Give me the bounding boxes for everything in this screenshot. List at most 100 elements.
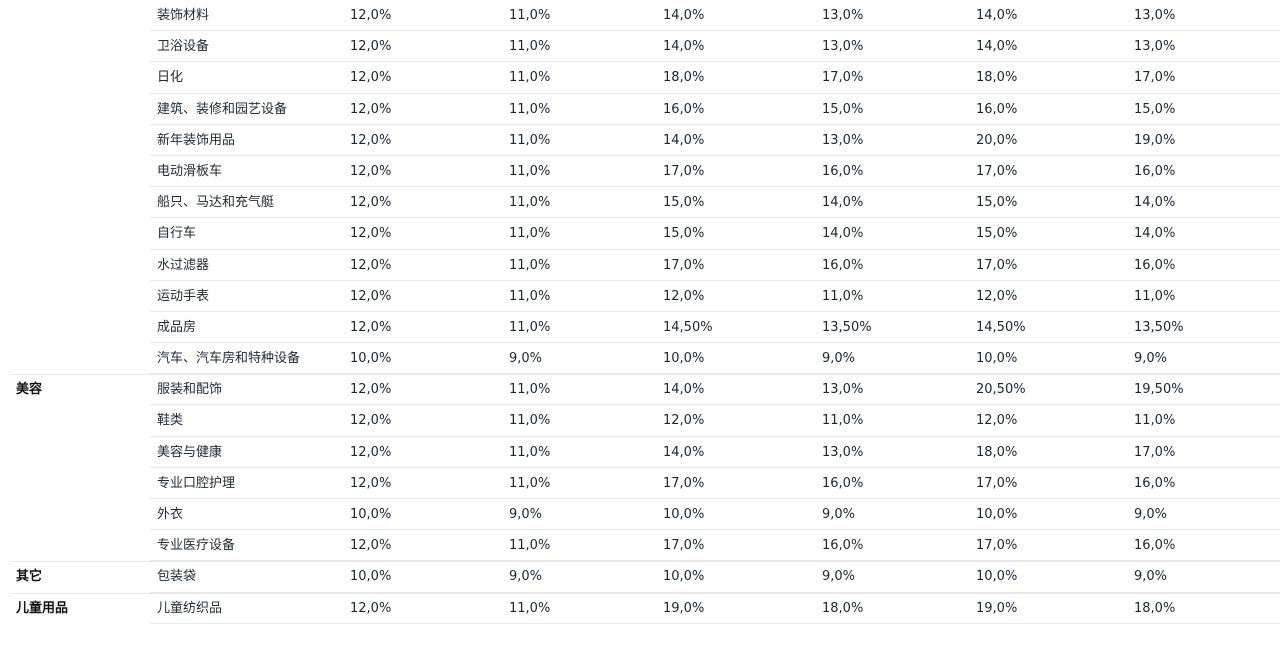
rate-cell: 13,0%	[1134, 39, 1176, 55]
row-divider	[150, 248, 1280, 250]
rate-cell: 12,0%	[663, 413, 705, 429]
rate-cell: 17,0%	[663, 475, 705, 491]
rate-cell: 9,0%	[509, 351, 543, 367]
product-name-cell: 儿童纺织品	[157, 600, 223, 616]
rate-cell: 10,0%	[976, 351, 1018, 367]
product-name-cell: 包装袋	[157, 569, 197, 585]
rate-cell: 17,0%	[976, 538, 1018, 554]
rate-cell: 18,0%	[976, 70, 1018, 86]
rate-cell: 19,50%	[1134, 382, 1184, 398]
rate-cell: 10,0%	[976, 569, 1018, 585]
rate-cell: 18,0%	[663, 70, 705, 86]
rate-cell: 14,0%	[663, 444, 705, 460]
rate-cell: 14,0%	[1134, 195, 1176, 211]
rate-cell: 12,0%	[976, 288, 1018, 304]
rate-cell: 16,0%	[1134, 163, 1176, 179]
rate-cell: 17,0%	[663, 163, 705, 179]
product-name-cell: 专业口腔护理	[157, 475, 236, 491]
row-divider	[150, 622, 1280, 624]
rate-cell: 14,0%	[663, 39, 705, 55]
rate-cell: 12,0%	[350, 538, 392, 554]
row-divider	[150, 154, 1280, 156]
product-name-cell: 卫浴设备	[157, 39, 210, 55]
table-row: 鞋类 12,0% 11,0% 12,0% 11,0% 12,0% 11,0%	[0, 405, 1280, 437]
product-name-cell: 鞋类	[157, 413, 184, 429]
table-row: 美容与健康 12,0% 11,0% 14,0% 13,0% 18,0% 17,0%	[0, 437, 1280, 468]
rate-cell: 18,0%	[822, 600, 864, 616]
product-name-cell: 日化	[157, 70, 184, 86]
rate-cell: 16,0%	[822, 257, 864, 273]
rate-cell: 18,0%	[1134, 600, 1176, 616]
rate-cell: 11,0%	[1134, 288, 1176, 304]
rate-cell: 18,0%	[976, 444, 1018, 460]
row-divider	[150, 123, 1280, 125]
rate-cell: 15,0%	[663, 226, 705, 242]
rate-cell: 13,0%	[822, 382, 864, 398]
rate-cell: 15,0%	[976, 226, 1018, 242]
rate-cell: 13,0%	[822, 132, 864, 148]
table-row: 船只、马达和充气艇 12,0% 11,0% 15,0% 14,0% 15,0% 14,0%	[0, 187, 1280, 219]
row-divider	[150, 342, 1280, 344]
rate-cell: 11,0%	[1134, 413, 1176, 429]
rate-cell: 11,0%	[822, 413, 864, 429]
product-name-cell: 电动滑板车	[157, 163, 223, 179]
table-row: 日化 12,0% 11,0% 18,0% 17,0% 18,0% 17,0%	[0, 62, 1280, 94]
table-row: 水过滤器 12,0% 11,0% 17,0% 16,0% 17,0% 16,0%	[0, 250, 1280, 281]
rate-cell: 19,0%	[976, 600, 1018, 616]
table-row: 专业口腔护理 12,0% 11,0% 17,0% 16,0% 17,0% 16,0%	[0, 468, 1280, 499]
row-divider	[150, 61, 1280, 63]
row-divider	[150, 560, 1280, 562]
rate-cell: 12,0%	[350, 195, 392, 211]
rate-cell: 14,0%	[663, 382, 705, 398]
rate-cell: 13,50%	[822, 319, 872, 335]
rate-cell: 16,0%	[1134, 475, 1176, 491]
product-name-cell: 装饰材料	[157, 8, 210, 23]
product-name-cell: 服装和配饰	[157, 382, 223, 398]
rate-cell: 12,0%	[350, 257, 392, 273]
rate-cell: 9,0%	[1134, 507, 1168, 522]
table-row: 建筑、装修和园艺设备 12,0% 11,0% 16,0% 15,0% 16,0% 15,0%	[0, 94, 1280, 125]
rate-cell: 16,0%	[822, 475, 864, 491]
product-name-cell: 自行车	[157, 226, 197, 242]
row-divider	[150, 435, 1280, 437]
row-divider	[150, 30, 1280, 32]
row-divider	[150, 217, 1280, 219]
rate-cell: 11,0%	[509, 257, 551, 273]
rate-cell: 15,0%	[976, 195, 1018, 211]
rate-cell: 11,0%	[509, 382, 551, 398]
rate-cell: 12,0%	[350, 8, 392, 23]
rate-cell: 19,0%	[663, 600, 705, 616]
rate-cell: 14,0%	[1134, 226, 1176, 242]
rate-cell: 11,0%	[509, 600, 551, 616]
rate-cell: 11,0%	[509, 226, 551, 242]
row-divider	[150, 529, 1280, 531]
rate-cell: 10,0%	[663, 351, 705, 367]
product-name-cell: 建筑、装修和园艺设备	[157, 101, 288, 117]
product-name-cell: 专业医疗设备	[157, 538, 236, 554]
table-row: 成品房 12,0% 11,0% 14,50% 13,50% 14,50% 13,50%	[0, 312, 1280, 344]
rate-cell: 17,0%	[976, 475, 1018, 491]
row-divider	[150, 591, 1280, 593]
product-name-cell: 水过滤器	[157, 257, 210, 273]
rate-cell: 12,0%	[350, 226, 392, 242]
rate-cell: 14,50%	[663, 319, 713, 335]
table-row: 卫浴设备 12,0% 11,0% 14,0% 13,0% 14,0% 13,0%	[0, 31, 1280, 63]
rate-cell: 13,50%	[1134, 319, 1184, 335]
rate-cell: 10,0%	[663, 569, 705, 585]
rate-cell: 16,0%	[976, 101, 1018, 117]
group-divider	[10, 374, 1280, 376]
table-row: 外衣 10,0% 9,0% 10,0% 9,0% 10,0% 9,0%	[0, 499, 1280, 531]
rate-cell: 17,0%	[663, 538, 705, 554]
rate-cell: 12,0%	[350, 288, 392, 304]
rate-cell: 12,0%	[976, 413, 1018, 429]
rate-cell: 17,0%	[1134, 444, 1176, 460]
rate-cell: 14,50%	[976, 319, 1026, 335]
rate-cell: 11,0%	[509, 8, 551, 23]
rate-cell: 9,0%	[1134, 351, 1168, 367]
group-divider	[10, 592, 1280, 594]
rate-cell: 16,0%	[663, 101, 705, 117]
rate-cell: 12,0%	[350, 132, 392, 148]
rate-cell: 16,0%	[1134, 538, 1176, 554]
table-row: 美容 服装和配饰 12,0% 11,0% 14,0% 13,0% 20,50% 19,50%	[0, 374, 1280, 406]
rate-cell: 15,0%	[822, 101, 864, 117]
